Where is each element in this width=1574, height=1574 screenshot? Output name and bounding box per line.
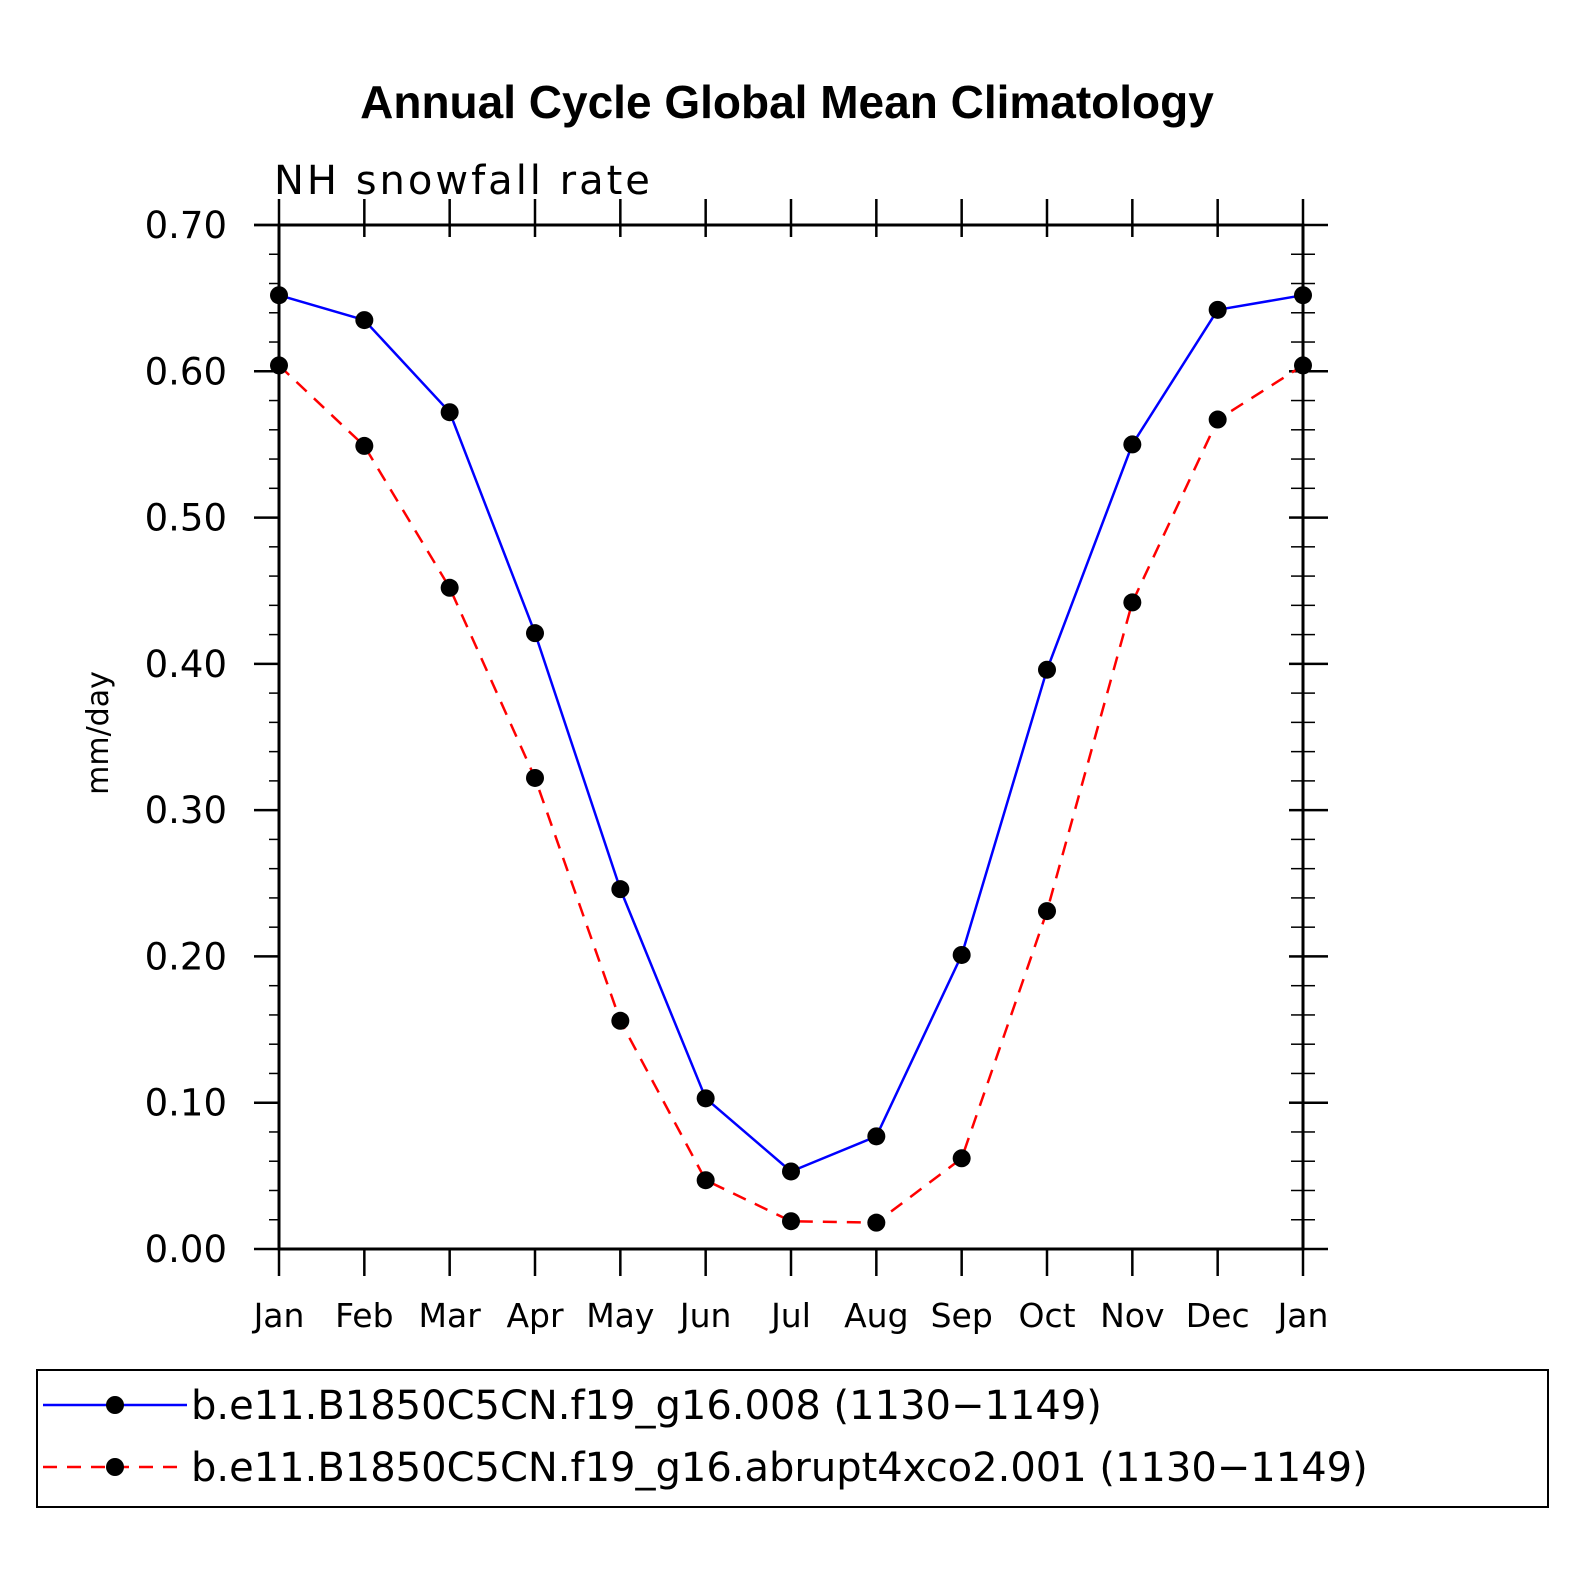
data-point-0-9 xyxy=(1038,660,1056,679)
legend-marker-0 xyxy=(106,1396,124,1414)
series-line-0 xyxy=(278,293,1304,1173)
x-tick-label: Mar xyxy=(419,1296,482,1335)
data-point-0-3 xyxy=(526,624,544,643)
x-tick-labels: Jan Feb Mar Apr May Jun Jul Aug Sep Oct Nov Dec Jan xyxy=(252,1296,1329,1335)
plot-frame xyxy=(277,223,1305,1251)
y-tick-labels: 0.00 0.10 0.20 0.30 0.40 0.50 0.60 0.70 xyxy=(145,204,227,1271)
y-tick-label: 0.50 xyxy=(145,497,227,540)
data-point-1-10 xyxy=(1123,593,1142,612)
x-tick-label: Feb xyxy=(335,1296,393,1335)
data-point-1-8 xyxy=(952,1149,971,1168)
data-point-0-2 xyxy=(440,403,459,422)
chart-title: Annual Cycle Global Mean Climatology xyxy=(360,76,1214,128)
data-point-1-6 xyxy=(782,1212,800,1231)
y-tick-label: 0.00 xyxy=(145,1228,227,1271)
data-point-0-6 xyxy=(782,1162,800,1181)
chart-subtitle: NH snowfall rate xyxy=(274,158,653,204)
x-tick-label: Aug xyxy=(844,1296,908,1335)
y-tick-label: 0.10 xyxy=(145,1082,227,1125)
legend-marker-1 xyxy=(106,1458,124,1476)
data-point-0-11 xyxy=(1208,300,1227,319)
y-tick-label: 0.40 xyxy=(145,643,227,686)
x-tick-label: Jan xyxy=(1276,1296,1329,1335)
x-tick-label: Jul xyxy=(769,1296,811,1335)
x-tick-label: Dec xyxy=(1186,1296,1250,1335)
series-markers xyxy=(270,286,1312,1232)
data-point-0-8 xyxy=(952,945,971,964)
data-point-1-7 xyxy=(867,1213,886,1232)
legend-entry-0: b.e11.B1850C5CN.f19_g16.008 (1130−1149) xyxy=(191,1383,1102,1429)
x-tick-label: Sep xyxy=(931,1296,993,1335)
data-point-1-1 xyxy=(355,436,374,455)
data-point-0-10 xyxy=(1123,435,1142,454)
x-tick-label: Nov xyxy=(1100,1296,1164,1335)
x-tick-label: Oct xyxy=(1018,1296,1075,1335)
data-point-1-3 xyxy=(526,768,544,787)
data-point-1-9 xyxy=(1038,902,1056,921)
x-tick-label: Apr xyxy=(506,1296,564,1335)
y-tick-label: 0.60 xyxy=(145,350,227,393)
legend-entry-1: b.e11.B1850C5CN.f19_g16.abrupt4xco2.001 … xyxy=(191,1445,1368,1491)
data-point-0-7 xyxy=(867,1127,886,1146)
data-point-1-4 xyxy=(611,1011,630,1030)
legend: b.e11.B1850C5CN.f19_g16.008 (1130−1149) … xyxy=(36,1369,1549,1508)
data-point-1-5 xyxy=(696,1171,715,1190)
data-point-0-5 xyxy=(696,1089,715,1108)
data-point-0-1 xyxy=(355,311,374,330)
y-tick-label: 0.30 xyxy=(145,789,227,832)
data-point-0-4 xyxy=(611,880,630,899)
legend-box xyxy=(36,1369,1549,1508)
axes-ticks xyxy=(254,199,1328,1276)
x-tick-label: May xyxy=(586,1296,654,1335)
series-lines xyxy=(278,293,1304,1224)
data-point-1-11 xyxy=(1208,410,1227,429)
y-tick-label: 0.20 xyxy=(145,935,227,978)
x-tick-label: Jan xyxy=(252,1296,305,1335)
y-tick-label: 0.70 xyxy=(145,204,227,247)
y-axis-label: mm/day xyxy=(81,671,116,795)
series-line-1 xyxy=(278,364,1304,1224)
data-point-1-2 xyxy=(440,578,459,597)
x-tick-label: Jun xyxy=(678,1296,732,1335)
